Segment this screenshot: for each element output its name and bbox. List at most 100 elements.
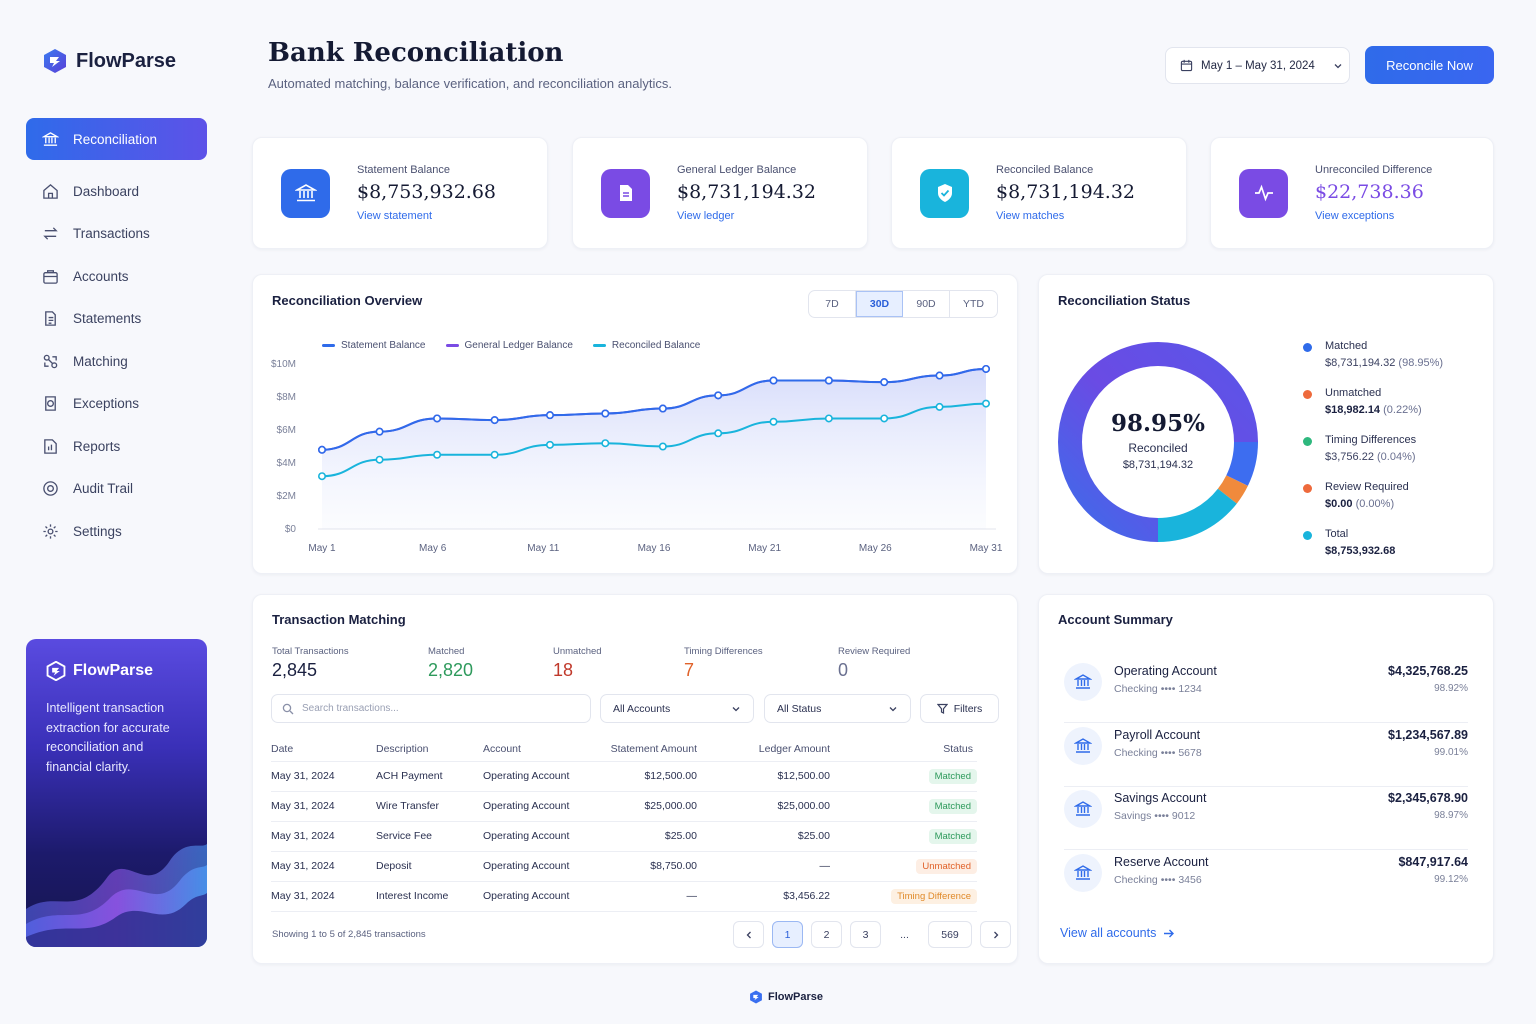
sidebar-item-reconciliation[interactable]: Reconciliation [26,118,207,160]
donut-label: Reconciled [1128,441,1188,455]
next-page-button[interactable] [980,921,1011,948]
range-90d[interactable]: 90D [903,291,950,317]
promo-logo: FlowParse [46,661,187,681]
cell-ledger-amount: — [697,851,830,882]
account-row[interactable]: Payroll Account Checking •••• 5678 $1,234,… [1064,724,1468,787]
page-1-button[interactable]: 1 [772,921,803,948]
stat-label: Review Required [838,646,911,657]
reconciled-balance-line-point [317,472,326,481]
statement-balance-line-point [714,391,723,400]
stat-value: 7 [684,660,695,680]
statement-balance-line-point [490,416,499,425]
sidebar-item-matching[interactable]: Matching [26,340,207,382]
stat-label: Matched [428,646,465,657]
cell-description: ACH Payment [376,761,483,792]
sidebar-item-label: Exceptions [73,396,140,411]
stat-value: 2,845 [272,660,318,680]
column-header[interactable]: Account [483,737,597,762]
account-filter-value: All Accounts [613,702,671,715]
table-row[interactable]: May 31, 2024 Wire Transfer Operating Accou… [271,791,977,822]
x-tick-label: May 16 [638,543,671,554]
reconcile-now-button[interactable]: Reconcile Now [1365,46,1494,84]
sidebar-item-audit-trail[interactable]: Audit Trail [26,468,207,510]
sidebar-item-transactions[interactable]: Transactions [26,213,207,255]
view-statement-link[interactable]: View statement [357,210,433,222]
sidebar-item-statements[interactable]: Statements [26,298,207,340]
status-legend: Matched $8,731,194.32 (98.95%) Unmatched $… [1303,340,1443,575]
kpi-label: Statement Balance [357,164,450,176]
status-item-matched: Matched $8,731,194.32 (98.95%) [1303,340,1443,387]
status-pct: (98.95%) [1398,357,1444,369]
kpi-value: $8,753,932.68 [357,181,497,203]
search-placeholder: Search transactions... [302,703,399,714]
statement-balance-line-point [658,404,667,413]
stat-review: Review Required 0 [838,646,910,681]
reconciled-balance-line-point [490,450,499,459]
page-2-button[interactable]: 2 [811,921,842,948]
sidebar-item-reports[interactable]: Reports [26,425,207,467]
account-row[interactable]: Savings Account Savings •••• 9012 $2,345,6… [1064,787,1468,850]
table-row[interactable]: May 31, 2024 ACH Payment Operating Account… [271,761,977,792]
account-row[interactable]: Reserve Account Checking •••• 3456 $847,91… [1064,851,1468,914]
column-header[interactable]: Ledger Amount [697,737,830,762]
shield-check-icon [920,168,969,218]
range-30d[interactable]: 30D [856,291,903,317]
cell-status: Matched [830,761,977,792]
view-exceptions-link[interactable]: View exceptions [1315,210,1395,222]
view-ledger-link[interactable]: View ledger [677,210,735,222]
account-balance: $4,325,768.25 [1388,664,1468,678]
table-row[interactable]: May 31, 2024 Interest Income Operating Acc… [271,881,977,912]
status-filter-select[interactable]: All Status [764,694,911,723]
cell-description: Wire Transfer [376,791,483,822]
table-row[interactable]: May 31, 2024 Service Fee Operating Account… [271,821,977,852]
reconciled-balance-line-point [375,455,384,464]
y-tick-label: $4M [277,458,296,469]
pagination-summary: Showing 1 to 5 of 2,845 transactions [272,929,426,940]
account-filter-select[interactable]: All Accounts [600,694,754,723]
column-header[interactable]: Statement Amount [597,737,697,762]
sidebar-item-settings[interactable]: Settings [26,510,207,552]
column-header[interactable]: Description [376,737,483,762]
filters-button[interactable]: Filters [920,694,999,723]
column-header[interactable]: Status [830,737,977,762]
view-all-accounts-link[interactable]: View all accounts [1060,926,1175,940]
prev-page-button[interactable] [733,921,764,948]
kpi-value: $8,731,194.32 [677,181,817,203]
legend-statement: Statement Balance [322,340,426,351]
range-ytd[interactable]: YTD [963,298,984,310]
account-balance: $2,345,678.90 [1388,791,1468,805]
reconciled-balance-line-point [935,402,944,411]
range-7d[interactable]: 7D [809,291,856,317]
sidebar-item-exceptions[interactable]: Exceptions [26,383,207,425]
brand-logo[interactable]: FlowParse [42,48,176,74]
page-subtitle: Automated matching, balance verification… [268,76,672,91]
sidebar-item-label: Settings [73,523,122,539]
reconciled-balance-line-point [769,417,778,426]
search-transactions-input[interactable]: Search transactions... [271,694,591,723]
table-row[interactable]: May 31, 2024 Deposit Operating Account $8,7… [271,851,977,882]
kpi-card-statement-balance: Statement Balance $8,753,932.68 View sta… [252,137,548,249]
account-balance: $847,917.64 [1398,854,1468,869]
account-balance: $1,234,567.89 [1388,727,1468,742]
chevron-down-icon [732,706,740,711]
status-badge: Matched [928,798,977,814]
statement-balance-line-point [880,378,889,387]
page-last-button[interactable]: 569 [928,921,972,948]
view-matches-link[interactable]: View matches [996,210,1065,222]
bank-icon [1064,663,1102,701]
sidebar-item-accounts[interactable]: Accounts [26,255,207,297]
column-header[interactable]: Date [271,737,376,762]
sidebar-item-label: Statements [73,311,142,326]
account-name: Operating Account [1114,664,1217,678]
reconciled-balance-line-point [601,439,610,448]
account-match-rate: 98.97% [1434,810,1468,821]
account-row[interactable]: Operating Account Checking •••• 1234 $4,32… [1064,660,1468,723]
date-range-picker[interactable]: May 1 – May 31, 2024 [1165,47,1350,84]
account-summary-title: Account Summary [1058,612,1173,627]
sidebar-item-dashboard[interactable]: Dashboard [26,170,207,212]
cell-account: Operating Account [483,761,597,792]
statement-balance-line-point [935,371,944,380]
page-3-button[interactable]: 3 [850,921,881,948]
account-number: Checking •••• 3456 [1114,873,1202,886]
cell-ledger-amount: $12,500.00 [697,761,830,792]
